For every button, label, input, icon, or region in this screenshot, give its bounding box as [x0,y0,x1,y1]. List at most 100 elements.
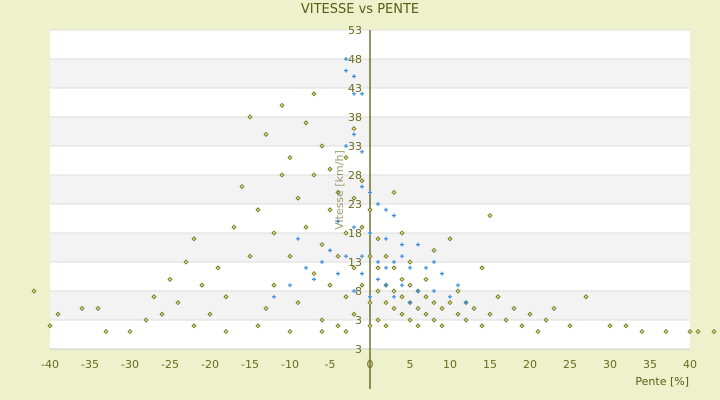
data-point [367,300,373,306]
data-point [448,294,452,299]
data-point [255,323,261,329]
data-point [47,323,53,329]
x-tick-label: -15 [241,358,259,371]
data-point [319,143,325,149]
data-point [360,149,364,154]
data-point [400,242,404,247]
data-point [407,282,413,288]
data-point [344,68,348,73]
data-point [263,305,269,311]
data-point [391,265,397,271]
data-point [399,294,405,300]
y-tick-label: 48 [348,53,362,66]
data-point [343,155,349,161]
data-point [287,155,293,161]
data-point [711,329,717,335]
data-point [487,311,493,317]
data-point [391,305,397,311]
data-point [311,91,317,97]
data-point [391,288,397,294]
data-point [503,317,509,323]
data-point [695,329,701,335]
x-tick-label: -5 [325,358,336,371]
data-point [367,323,373,329]
data-point [304,265,308,270]
data-point [231,224,237,230]
data-point [527,311,533,317]
x-tick-label: -20 [201,358,219,371]
data-point [607,323,613,329]
x-tick-label: -40 [41,358,59,371]
data-point [191,236,197,242]
x-tick-label: 35 [643,358,657,371]
data-point [391,189,397,195]
data-point [367,253,373,259]
data-point [344,144,348,148]
data-point [167,276,173,282]
data-point [359,224,365,230]
data-point [343,294,349,300]
data-point [375,265,381,271]
data-point [511,305,517,311]
x-axis-label: Pente [%] [635,375,689,388]
data-point [175,300,181,306]
data-point [223,329,229,335]
data-point [431,300,437,306]
data-point [311,172,317,178]
data-point [127,329,133,335]
data-point [456,283,460,288]
x-tick-label: 40 [683,358,697,371]
data-point [416,242,420,247]
data-point [376,260,380,264]
y-tick-label: 38 [348,111,362,124]
data-point [623,323,629,329]
data-point [495,294,501,300]
data-point [319,242,325,248]
data-point [383,300,389,306]
data-point [423,294,429,300]
data-point [384,265,388,270]
data-point [271,230,277,236]
x-tick-label: -10 [281,358,299,371]
data-point [392,213,396,218]
x-tick-label: 30 [603,358,617,371]
data-point [311,271,317,277]
data-point [360,91,364,96]
data-point [351,311,357,317]
y-axis-label: Vitesse [km/h] [333,150,346,230]
data-point [335,189,341,195]
data-point [368,190,372,195]
x-tick-label: 0 [367,358,374,371]
data-point [352,74,356,79]
data-point [223,294,229,300]
data-point [320,260,324,264]
data-point [344,254,348,259]
data-point [519,323,525,329]
data-point [375,288,381,294]
data-point [336,219,340,224]
data-point [327,207,333,213]
data-point [407,259,413,265]
data-point [328,248,332,253]
data-point [367,207,373,213]
data-point [455,311,461,317]
data-point [432,260,436,264]
y-tick-label: 23 [348,198,362,211]
data-point [303,224,309,230]
data-point [151,294,157,300]
data-point [343,329,349,335]
data-point [295,300,301,306]
data-point [400,283,404,288]
data-point [263,131,269,137]
data-point [416,289,420,293]
data-point [79,305,85,311]
data-point [408,265,412,270]
data-point [183,259,189,265]
data-point [583,294,589,300]
data-point [351,265,357,271]
data-point [408,300,412,305]
data-point [335,253,341,259]
y-tick-label: 28 [348,169,362,182]
data-point [255,207,261,213]
